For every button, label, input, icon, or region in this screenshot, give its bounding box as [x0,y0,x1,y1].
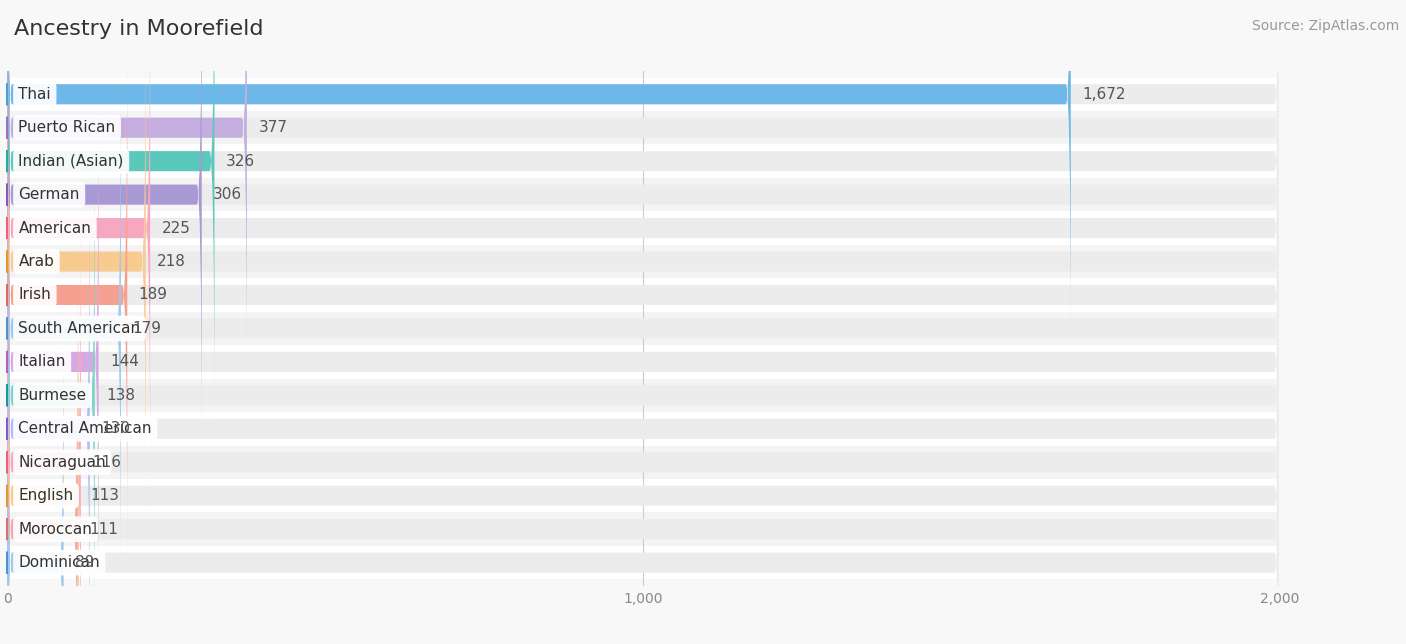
FancyBboxPatch shape [7,0,1279,486]
Text: English: English [18,488,73,503]
FancyBboxPatch shape [7,71,121,586]
FancyBboxPatch shape [7,0,1279,452]
FancyBboxPatch shape [7,138,94,644]
Text: 89: 89 [75,555,94,570]
FancyBboxPatch shape [7,71,1279,586]
FancyBboxPatch shape [7,138,1279,644]
Text: 179: 179 [132,321,162,336]
FancyBboxPatch shape [7,0,150,486]
FancyBboxPatch shape [7,4,146,519]
FancyBboxPatch shape [7,37,1279,553]
Text: German: German [18,187,80,202]
Text: Burmese: Burmese [18,388,87,403]
Text: 111: 111 [89,522,118,536]
Bar [7,245,1279,278]
Text: 306: 306 [214,187,242,202]
FancyBboxPatch shape [7,238,1279,644]
FancyBboxPatch shape [7,305,1279,644]
Text: 130: 130 [101,421,131,436]
Text: 1,672: 1,672 [1083,87,1126,102]
FancyBboxPatch shape [7,0,201,452]
Text: Moroccan: Moroccan [18,522,93,536]
Text: 116: 116 [93,455,121,469]
Bar [7,312,1279,345]
Text: Arab: Arab [18,254,55,269]
Bar [7,111,1279,144]
FancyBboxPatch shape [7,305,63,644]
Bar [7,345,1279,379]
Text: 326: 326 [226,154,254,169]
Text: 218: 218 [157,254,186,269]
FancyBboxPatch shape [7,205,1279,644]
Bar [7,546,1279,580]
FancyBboxPatch shape [7,0,1279,419]
Text: 144: 144 [110,354,139,370]
Bar [7,278,1279,312]
FancyBboxPatch shape [7,0,1071,352]
FancyBboxPatch shape [7,272,77,644]
Text: American: American [18,221,91,236]
Text: Ancestry in Moorefield: Ancestry in Moorefield [14,19,263,39]
Text: 225: 225 [162,221,190,236]
Text: Italian: Italian [18,354,66,370]
FancyBboxPatch shape [7,4,1279,519]
FancyBboxPatch shape [7,238,79,644]
FancyBboxPatch shape [7,0,1279,352]
Text: 113: 113 [90,488,120,503]
Bar [7,211,1279,245]
Bar [7,479,1279,513]
Text: South American: South American [18,321,141,336]
Bar [7,178,1279,211]
Bar [7,77,1279,111]
FancyBboxPatch shape [7,104,1279,620]
Text: 138: 138 [107,388,135,403]
FancyBboxPatch shape [7,104,98,620]
FancyBboxPatch shape [7,0,1279,385]
FancyBboxPatch shape [7,37,128,553]
Bar [7,513,1279,546]
Text: Indian (Asian): Indian (Asian) [18,154,124,169]
Text: Thai: Thai [18,87,51,102]
Text: Source: ZipAtlas.com: Source: ZipAtlas.com [1251,19,1399,33]
Text: 189: 189 [139,287,167,303]
Bar [7,412,1279,446]
Text: Nicaraguan: Nicaraguan [18,455,105,469]
Bar [7,379,1279,412]
Text: Dominican: Dominican [18,555,100,570]
FancyBboxPatch shape [7,0,247,385]
Text: 377: 377 [259,120,287,135]
Text: Irish: Irish [18,287,51,303]
Text: Central American: Central American [18,421,152,436]
FancyBboxPatch shape [7,171,1279,644]
Text: Puerto Rican: Puerto Rican [18,120,115,135]
FancyBboxPatch shape [7,0,215,419]
FancyBboxPatch shape [7,272,1279,644]
Bar [7,446,1279,479]
FancyBboxPatch shape [7,205,80,644]
FancyBboxPatch shape [7,171,90,644]
Bar [7,144,1279,178]
